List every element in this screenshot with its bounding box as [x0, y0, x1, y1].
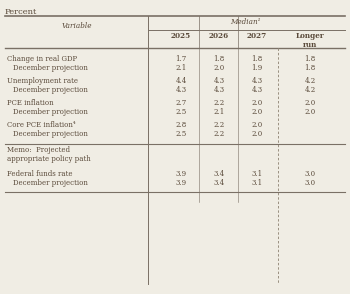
Text: Memo:  Projected: Memo: Projected: [7, 146, 70, 154]
Text: 3.9: 3.9: [175, 179, 187, 187]
Text: 3.9: 3.9: [175, 170, 187, 178]
Text: 3.4: 3.4: [214, 179, 225, 187]
Text: 2.5: 2.5: [175, 130, 187, 138]
Text: 2.2: 2.2: [214, 130, 225, 138]
Text: 3.1: 3.1: [251, 179, 262, 187]
Text: Federal funds rate: Federal funds rate: [7, 170, 72, 178]
Text: 3.0: 3.0: [304, 179, 316, 187]
Text: 2.7: 2.7: [175, 99, 187, 107]
Text: 4.2: 4.2: [304, 86, 316, 94]
Text: 2.0: 2.0: [304, 99, 316, 107]
Text: 1.9: 1.9: [251, 64, 262, 72]
Text: 2.5: 2.5: [175, 108, 187, 116]
Text: 3.0: 3.0: [304, 170, 316, 178]
Text: 3.4: 3.4: [214, 170, 225, 178]
Text: 2027: 2027: [247, 32, 267, 40]
Text: 1.7: 1.7: [175, 55, 187, 63]
Text: 2.0: 2.0: [251, 121, 262, 129]
Text: 1.8: 1.8: [304, 55, 316, 63]
Text: 4.3: 4.3: [251, 77, 262, 85]
Text: Percent: Percent: [5, 8, 37, 16]
Text: December projection: December projection: [13, 130, 88, 138]
Text: 2.0: 2.0: [251, 130, 262, 138]
Text: PCE inflation: PCE inflation: [7, 99, 54, 107]
Text: 2026: 2026: [209, 32, 229, 40]
Text: December projection: December projection: [13, 179, 88, 187]
Text: Variable: Variable: [61, 22, 92, 30]
Text: 2.0: 2.0: [251, 108, 262, 116]
Text: Core PCE inflation⁴: Core PCE inflation⁴: [7, 121, 76, 129]
Text: December projection: December projection: [13, 64, 88, 72]
Text: 2.1: 2.1: [175, 64, 187, 72]
Text: 1.8: 1.8: [214, 55, 225, 63]
Text: 2.2: 2.2: [214, 99, 225, 107]
Text: 2.0: 2.0: [214, 64, 225, 72]
Text: 2.0: 2.0: [251, 99, 262, 107]
Text: 4.2: 4.2: [304, 77, 316, 85]
Text: 4.3: 4.3: [251, 86, 262, 94]
Text: Change in real GDP: Change in real GDP: [7, 55, 77, 63]
Text: 4.3: 4.3: [175, 86, 187, 94]
Text: 2.0: 2.0: [304, 108, 316, 116]
Text: 2.8: 2.8: [175, 121, 187, 129]
Text: 1.8: 1.8: [304, 64, 316, 72]
Text: 2.2: 2.2: [214, 121, 225, 129]
Text: Unemployment rate: Unemployment rate: [7, 77, 78, 85]
Text: appropriate policy path: appropriate policy path: [7, 155, 91, 163]
Text: 3.1: 3.1: [251, 170, 262, 178]
Text: 2025: 2025: [171, 32, 191, 40]
Text: Longer
run: Longer run: [296, 32, 324, 49]
Text: 4.3: 4.3: [214, 77, 225, 85]
Text: December projection: December projection: [13, 86, 88, 94]
Text: 4.4: 4.4: [175, 77, 187, 85]
Text: Median¹: Median¹: [230, 18, 261, 26]
Text: December projection: December projection: [13, 108, 88, 116]
Text: 1.8: 1.8: [251, 55, 262, 63]
Text: 4.3: 4.3: [214, 86, 225, 94]
Text: 2.1: 2.1: [214, 108, 225, 116]
